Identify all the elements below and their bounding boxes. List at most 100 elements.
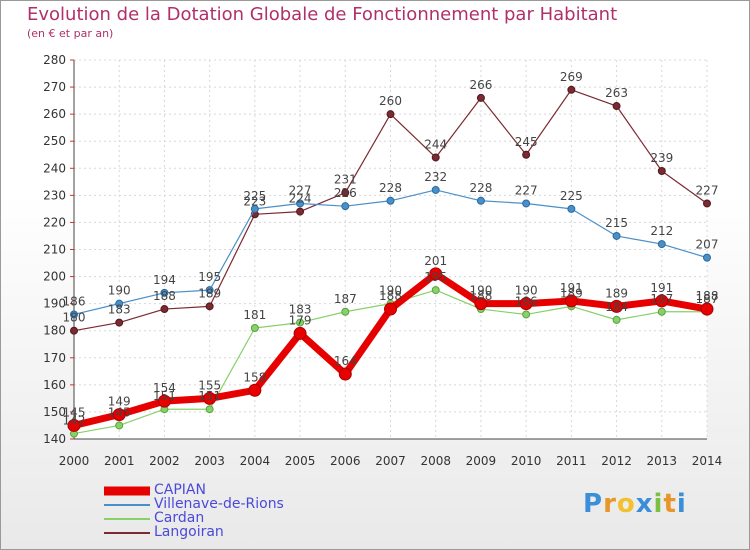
data-point	[250, 204, 259, 213]
data-label: 228	[469, 181, 492, 195]
data-point	[386, 196, 395, 205]
data-label: 179	[289, 313, 312, 327]
data-label: 226	[334, 186, 357, 200]
data-label: 195	[424, 270, 447, 284]
data-label: 183	[289, 303, 312, 317]
data-label: 239	[650, 151, 673, 165]
data-point	[657, 307, 666, 316]
data-label: 191	[650, 281, 673, 295]
data-point	[386, 110, 395, 119]
data-point	[429, 267, 443, 281]
data-label: 186	[63, 294, 86, 308]
data-point	[703, 253, 711, 262]
data-label: 164	[334, 354, 357, 368]
data-point	[115, 318, 124, 327]
x-tick-label: 2002	[149, 454, 180, 468]
data-point	[476, 93, 485, 102]
data-point	[157, 394, 171, 408]
x-tick-label: 2011	[556, 454, 587, 468]
y-tick-label: 250	[43, 134, 66, 148]
data-label: 189	[605, 286, 628, 300]
data-point	[70, 326, 78, 335]
y-tick-label: 230	[43, 188, 66, 202]
data-label: 190	[515, 284, 538, 298]
data-label: 227	[289, 183, 312, 197]
y-tick-label: 180	[43, 324, 66, 338]
data-point	[70, 310, 78, 319]
x-tick-label: 2009	[466, 454, 497, 468]
data-label: 158	[243, 370, 266, 384]
data-label: 145	[108, 405, 131, 419]
data-point	[612, 102, 621, 111]
y-tick-label: 140	[43, 432, 66, 446]
data-point	[522, 310, 531, 319]
data-point	[519, 297, 533, 311]
data-point	[160, 288, 169, 297]
data-label: 142	[63, 414, 86, 428]
data-label: 188	[696, 289, 719, 303]
data-label: 224	[289, 192, 312, 206]
data-point	[700, 302, 714, 316]
data-label: 188	[379, 289, 402, 303]
data-label: 201	[424, 254, 447, 268]
data-label: 231	[334, 173, 357, 187]
legend-label-cardan: Cardan	[154, 510, 205, 526]
data-point	[296, 199, 305, 208]
data-point	[250, 324, 259, 333]
data-point	[567, 204, 576, 213]
data-label: 245	[515, 135, 538, 149]
data-point	[293, 326, 307, 340]
data-point	[248, 383, 262, 397]
data-label: 187	[650, 292, 673, 306]
data-label: 191	[560, 281, 583, 295]
data-point	[474, 297, 488, 311]
data-point	[115, 421, 124, 430]
data-label: 187	[334, 292, 357, 306]
data-point	[205, 286, 214, 295]
proxiti-logo: Proxiti	[583, 489, 687, 519]
data-point	[431, 286, 440, 295]
data-point	[341, 202, 350, 211]
data-point	[612, 231, 621, 240]
data-label: 149	[108, 395, 131, 409]
data-label: 225	[560, 189, 583, 203]
x-tick-label: 2001	[104, 454, 135, 468]
data-point	[522, 150, 531, 159]
logo-letter: t	[663, 489, 677, 519]
data-point	[296, 207, 305, 216]
y-tick-label: 210	[43, 243, 66, 257]
x-tick-label: 2007	[375, 454, 406, 468]
x-tick-label: 2000	[59, 454, 90, 468]
data-label: 188	[469, 289, 492, 303]
data-label: 145	[63, 405, 86, 419]
y-tick-label: 150	[43, 405, 66, 419]
legend-swatch-capian	[104, 486, 150, 496]
data-point	[476, 196, 485, 205]
data-label: 184	[605, 300, 628, 314]
data-label: 189	[198, 286, 221, 300]
logo-letter: i	[676, 489, 687, 519]
data-point	[160, 305, 169, 314]
data-point	[657, 166, 666, 175]
y-tick-label: 190	[43, 297, 66, 311]
data-label: 194	[153, 273, 176, 287]
logo-letter: i	[653, 489, 664, 519]
logo-letter: P	[583, 489, 604, 519]
data-point	[431, 153, 440, 162]
y-tick-label: 270	[43, 80, 66, 94]
x-tick-label: 2010	[511, 454, 542, 468]
y-tick-label: 280	[43, 53, 66, 67]
data-point	[341, 188, 350, 197]
x-tick-label: 2006	[330, 454, 361, 468]
x-tick-label: 2005	[285, 454, 316, 468]
data-label: 227	[696, 183, 719, 197]
data-point	[703, 199, 711, 208]
logo-letter: r	[603, 489, 617, 519]
data-point	[115, 299, 124, 308]
logo-letter: o	[616, 489, 636, 519]
data-point	[610, 299, 624, 313]
data-label: 260	[379, 94, 402, 108]
data-point	[655, 294, 669, 308]
data-label: 190	[379, 284, 402, 298]
